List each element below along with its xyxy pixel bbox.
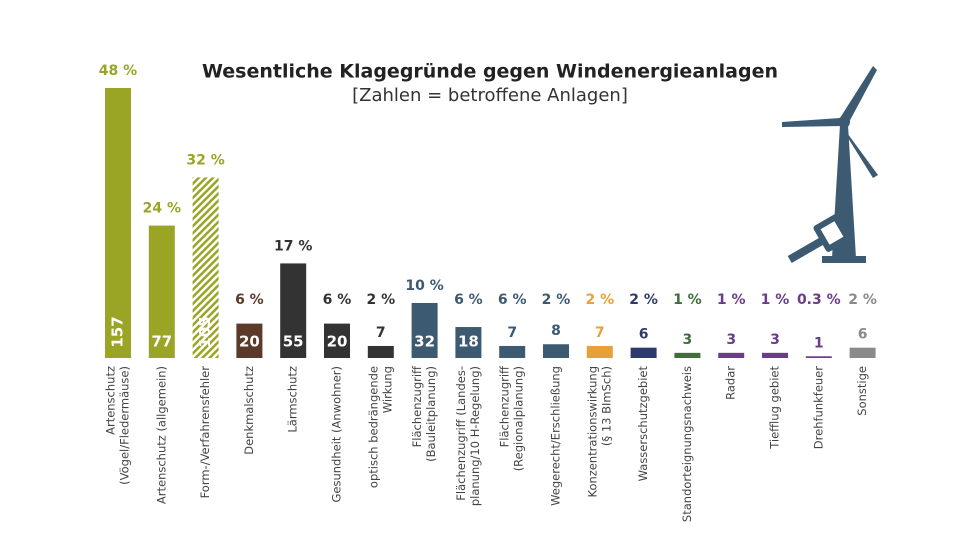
count-label: 18 <box>458 333 479 351</box>
count-label: 6 <box>639 327 649 343</box>
x-tick-label: (Vögel/Fledermäuse) <box>118 366 132 485</box>
percent-label: 10 % <box>405 278 443 294</box>
x-tick-label: Standorteignungsnachweis <box>680 366 694 522</box>
count-label: 157 <box>109 316 127 347</box>
bar <box>192 177 219 358</box>
bar <box>762 352 788 358</box>
percent-label: 2 % <box>366 292 395 308</box>
chart-subtitle: [Zahlen = betroffene Anlagen] <box>352 85 628 106</box>
x-tick-label: Flächenzugriff <box>498 365 512 447</box>
x-tick-label: planung/10 H-Regelung) <box>468 366 482 506</box>
bar <box>455 327 482 358</box>
bar <box>718 352 745 358</box>
bar <box>849 347 876 358</box>
percent-label: 1 % <box>717 292 746 308</box>
count-label: 6 <box>858 327 868 343</box>
percent-label: 6 % <box>454 292 483 308</box>
x-tick-label: Radar <box>724 366 738 400</box>
bar <box>105 88 131 358</box>
bar <box>367 345 394 358</box>
bar <box>805 356 832 358</box>
x-tick-label: Flächenzugriff (Landes- <box>454 366 468 501</box>
chart-title: Wesentliche Klagegründe gegen Windenergi… <box>202 61 778 83</box>
count-label: 20 <box>239 333 260 351</box>
x-tick-label: Wasserschutzgebiet <box>636 366 650 482</box>
count-label: 3 <box>726 332 736 348</box>
x-tick-label: Artenschutz <box>104 366 118 435</box>
x-tick-label: (Bauleitplanung) <box>424 366 438 462</box>
count-label: 20 <box>327 333 348 351</box>
count-label: 55 <box>283 333 304 351</box>
bar <box>411 302 438 358</box>
percent-label: 17 % <box>274 238 312 254</box>
x-tick-label: Gesundheit (Anwohner) <box>330 366 344 503</box>
x-tick-label: Lärmschutz <box>286 366 300 433</box>
bar <box>236 323 263 358</box>
x-tick-label: (Regionalplanung) <box>512 366 526 471</box>
bar <box>280 263 307 358</box>
bar <box>630 347 657 358</box>
percent-label: 48 % <box>99 63 137 79</box>
x-tick-label: (§ 13 BImSch) <box>599 366 613 446</box>
x-tick-label: Artenschutz (allgemein) <box>154 366 168 504</box>
count-label: 77 <box>151 333 172 351</box>
bar <box>148 225 175 358</box>
x-tick-label: Form-/Verfahrensfehler <box>198 366 212 499</box>
count-label: 7 <box>507 325 517 341</box>
percent-label: 2 % <box>848 292 877 308</box>
percent-label: 6 % <box>323 292 352 308</box>
percent-label: 24 % <box>143 201 181 217</box>
percent-label: 2 % <box>585 292 614 308</box>
percent-label: 1 % <box>761 292 790 308</box>
x-tick-label: Tiefflug gebiet <box>768 366 782 450</box>
x-tick-label: Drehfunkfeuer <box>811 366 825 449</box>
x-tick-label: Wegerecht/Erschließung <box>549 366 563 506</box>
x-tick-label: Denkmalschutz <box>242 366 256 455</box>
count-label: 7 <box>595 325 605 341</box>
percent-label: 2 % <box>629 292 658 308</box>
count-label: 105 <box>196 316 214 347</box>
bar <box>324 323 350 358</box>
x-tick-label: Wirkung <box>380 366 394 413</box>
percent-label: 6 % <box>235 292 264 308</box>
wind-turbine-icon <box>782 66 878 263</box>
x-tick-label: Flächenzugriff <box>410 365 424 447</box>
percent-label: 6 % <box>498 292 527 308</box>
count-label: 8 <box>551 323 561 339</box>
x-tick-label: Konzentrationswirkung <box>585 366 599 498</box>
bar <box>499 345 526 358</box>
bar <box>586 345 613 358</box>
percent-label: 2 % <box>542 292 571 308</box>
count-label: 3 <box>770 332 780 348</box>
percent-label: 1 % <box>673 292 702 308</box>
x-tick-label: optisch bedrängende <box>366 366 380 488</box>
bar <box>543 344 569 358</box>
count-label: 1 <box>814 335 824 351</box>
count-label: 3 <box>683 332 693 348</box>
x-tick-label: Sonstige <box>855 366 869 416</box>
count-label: 32 <box>414 333 435 351</box>
bar <box>674 352 701 358</box>
count-label: 7 <box>376 325 386 341</box>
percent-label: 0.3 % <box>797 292 841 308</box>
percent-label: 32 % <box>186 152 224 168</box>
